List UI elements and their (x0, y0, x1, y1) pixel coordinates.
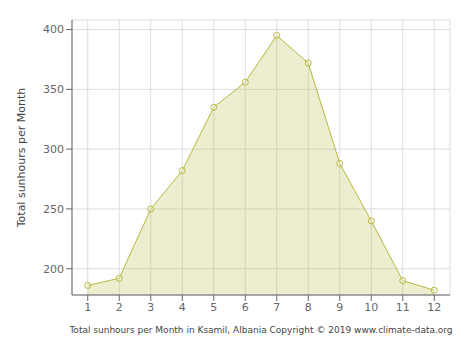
svg-text:7: 7 (273, 301, 280, 314)
svg-text:8: 8 (305, 301, 312, 314)
svg-text:4: 4 (179, 301, 186, 314)
svg-text:11: 11 (396, 301, 410, 314)
svg-text:1: 1 (84, 301, 91, 314)
svg-text:12: 12 (427, 301, 441, 314)
svg-text:300: 300 (43, 143, 64, 156)
svg-text:250: 250 (43, 203, 64, 216)
svg-text:10: 10 (364, 301, 378, 314)
svg-text:6: 6 (242, 301, 249, 314)
svg-text:9: 9 (336, 301, 343, 314)
svg-text:3: 3 (147, 301, 154, 314)
svg-text:400: 400 (43, 23, 64, 36)
svg-text:Total sunhours per Month: Total sunhours per Month (15, 88, 28, 229)
svg-text:200: 200 (43, 263, 64, 276)
svg-text:5: 5 (210, 301, 217, 314)
svg-text:2: 2 (116, 301, 123, 314)
svg-text:Total sunhours per Month in Ks: Total sunhours per Month in Ksamil, Alba… (68, 325, 452, 335)
svg-text:350: 350 (43, 83, 64, 96)
